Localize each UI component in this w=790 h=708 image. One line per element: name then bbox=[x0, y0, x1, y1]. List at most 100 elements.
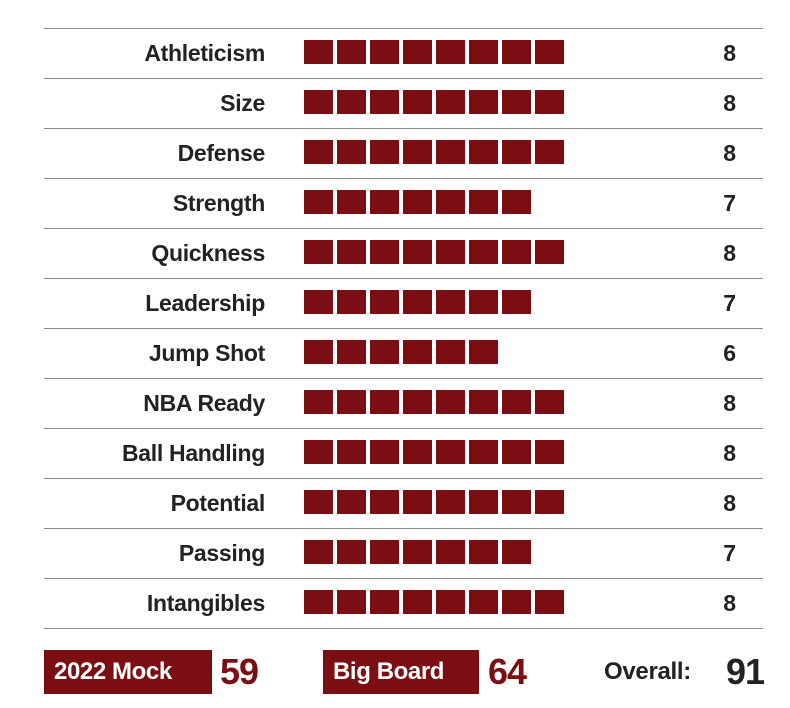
rating-block bbox=[403, 540, 432, 564]
rating-block bbox=[337, 40, 366, 64]
rating-bar bbox=[304, 290, 535, 314]
rating-label: Size bbox=[220, 90, 265, 116]
rating-block bbox=[337, 240, 366, 264]
rating-block bbox=[436, 390, 465, 414]
rating-block bbox=[403, 90, 432, 114]
rating-block bbox=[502, 590, 531, 614]
rating-block bbox=[370, 290, 399, 314]
rating-label: Passing bbox=[178, 540, 265, 566]
rating-block bbox=[436, 440, 465, 464]
big-board-badge: Big Board bbox=[323, 650, 479, 694]
rating-block bbox=[502, 290, 531, 314]
rating-block bbox=[337, 390, 366, 414]
rating-block bbox=[337, 90, 366, 114]
rating-block bbox=[370, 590, 399, 614]
rating-block bbox=[502, 140, 531, 164]
rating-label: Leadership bbox=[145, 290, 265, 316]
rating-row: Defense 8 bbox=[44, 128, 763, 178]
rating-block bbox=[469, 540, 498, 564]
rating-block bbox=[436, 290, 465, 314]
rating-row: Quickness 8 bbox=[44, 228, 763, 278]
rating-block bbox=[469, 490, 498, 514]
rating-label: Potential bbox=[170, 490, 266, 516]
rating-block bbox=[436, 590, 465, 614]
rating-block bbox=[469, 340, 498, 364]
rating-block bbox=[535, 140, 564, 164]
rating-block bbox=[337, 140, 366, 164]
rating-block bbox=[502, 190, 531, 214]
rating-label: Athleticism bbox=[144, 40, 265, 66]
rating-block bbox=[337, 190, 366, 214]
rating-label: Ball Handling bbox=[121, 440, 265, 466]
rating-block bbox=[535, 590, 564, 614]
rating-bar bbox=[304, 440, 568, 464]
big-board-rank: 64 bbox=[488, 651, 527, 692]
rating-value: 8 bbox=[723, 590, 736, 616]
rating-block bbox=[337, 340, 366, 364]
rating-bar bbox=[304, 240, 568, 264]
rating-block bbox=[337, 440, 366, 464]
rating-block bbox=[304, 140, 333, 164]
rating-block bbox=[469, 240, 498, 264]
rating-block bbox=[370, 440, 399, 464]
rating-bar bbox=[304, 40, 568, 64]
rating-block bbox=[403, 240, 432, 264]
rating-value: 8 bbox=[723, 240, 736, 266]
rating-block bbox=[370, 190, 399, 214]
rating-block bbox=[370, 90, 399, 114]
rating-row: Leadership 7 bbox=[44, 278, 763, 328]
rating-value: 8 bbox=[723, 490, 736, 516]
rating-label: NBA Ready bbox=[143, 390, 265, 416]
rating-row: Passing 7 bbox=[44, 528, 763, 578]
rating-block bbox=[535, 90, 564, 114]
rating-block bbox=[304, 540, 333, 564]
rating-value: 8 bbox=[723, 440, 736, 466]
rating-value: 7 bbox=[723, 190, 736, 216]
rating-block bbox=[469, 140, 498, 164]
rating-block bbox=[304, 340, 333, 364]
rating-value: 8 bbox=[723, 390, 736, 416]
rating-row: Intangibles 8 bbox=[44, 578, 763, 629]
rating-row: Strength 7 bbox=[44, 178, 763, 228]
rating-bar bbox=[304, 190, 535, 214]
rating-block bbox=[469, 390, 498, 414]
rating-block bbox=[304, 240, 333, 264]
rating-block bbox=[436, 240, 465, 264]
rating-block bbox=[403, 140, 432, 164]
rating-block bbox=[535, 490, 564, 514]
rating-block bbox=[469, 440, 498, 464]
rating-block bbox=[370, 140, 399, 164]
rating-block bbox=[502, 440, 531, 464]
rating-row: Size 8 bbox=[44, 78, 763, 128]
rating-block bbox=[535, 440, 564, 464]
rating-row: Jump Shot 6 bbox=[44, 328, 763, 378]
rating-block bbox=[304, 390, 333, 414]
rating-label: Jump Shot bbox=[148, 340, 265, 366]
rating-block bbox=[436, 140, 465, 164]
rating-block bbox=[403, 190, 432, 214]
rating-block bbox=[337, 540, 366, 564]
rating-block bbox=[370, 340, 399, 364]
rating-block bbox=[304, 590, 333, 614]
rating-block bbox=[469, 90, 498, 114]
rating-value: 8 bbox=[723, 40, 736, 66]
rating-block bbox=[370, 490, 399, 514]
mock-draft-rank: 59 bbox=[220, 651, 259, 692]
rating-value: 8 bbox=[723, 90, 736, 116]
rating-block bbox=[403, 290, 432, 314]
rating-block bbox=[502, 90, 531, 114]
rating-block bbox=[502, 40, 531, 64]
footer: 2022 Mock 59 Big Board 64 Overall: 91 bbox=[44, 650, 765, 694]
rating-row: Athleticism 8 bbox=[44, 28, 763, 78]
rating-block bbox=[403, 590, 432, 614]
rating-block bbox=[403, 390, 432, 414]
overall-label: Overall: bbox=[604, 658, 691, 685]
rating-block bbox=[535, 40, 564, 64]
rating-block bbox=[304, 290, 333, 314]
rating-block bbox=[403, 490, 432, 514]
rating-block bbox=[304, 90, 333, 114]
rating-block bbox=[337, 590, 366, 614]
rating-block bbox=[403, 40, 432, 64]
rating-bar bbox=[304, 540, 535, 564]
rating-block bbox=[502, 490, 531, 514]
